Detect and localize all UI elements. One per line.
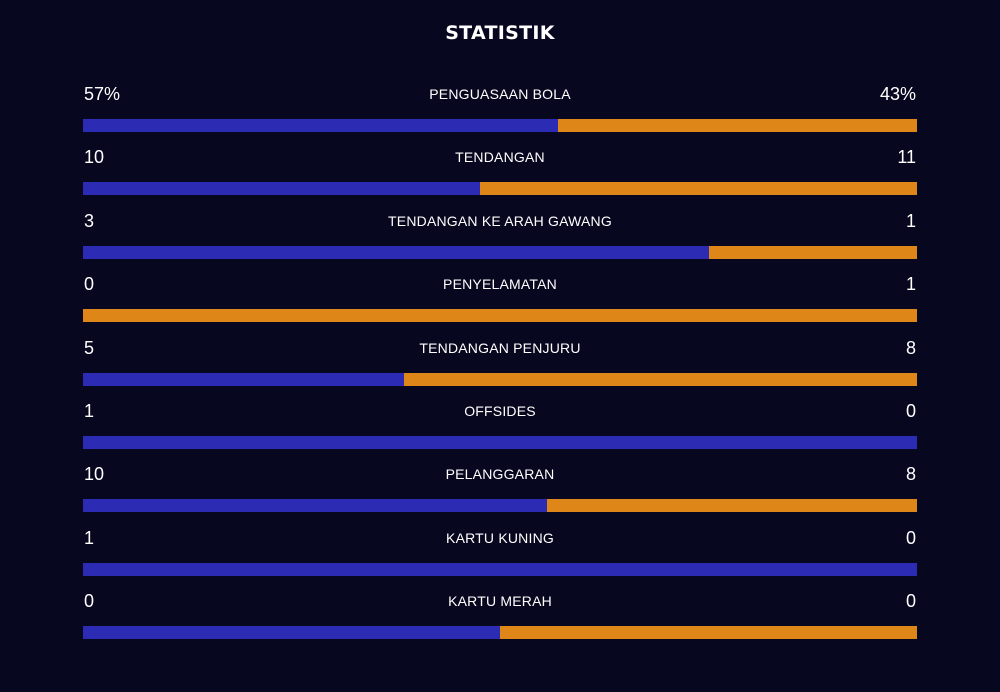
home-value: 0 <box>84 591 95 612</box>
away-bar-segment <box>708 245 917 259</box>
panel-title: STATISTIK <box>445 22 555 44</box>
stat-label: OFFSIDES <box>464 402 536 419</box>
away-value: 0 <box>905 400 916 421</box>
stat-label: TENDANGAN PENJURU <box>419 339 581 356</box>
stat-row-yellow-cards: 1 KARTU KUNING 0 <box>83 524 917 587</box>
stat-label: TENDANGAN KE ARAH GAWANG <box>388 212 612 229</box>
comparison-bar <box>83 309 917 323</box>
home-bar-segment <box>83 435 917 449</box>
home-bar-segment <box>83 562 917 576</box>
home-value: 1 <box>84 527 95 548</box>
stat-row-red-cards: 0 KARTU MERAH 0 <box>83 587 917 650</box>
home-value: 10 <box>84 464 105 485</box>
away-bar-segment <box>83 309 917 323</box>
home-value: 3 <box>84 210 95 231</box>
home-value: 1 <box>84 400 95 421</box>
comparison-bar <box>83 119 917 132</box>
away-value: 11 <box>897 147 916 168</box>
away-bar-segment <box>500 626 917 640</box>
comparison-bar <box>83 626 917 640</box>
away-value: 0 <box>905 591 916 612</box>
home-bar-segment <box>83 245 709 259</box>
stat-label: TENDANGAN <box>455 149 545 166</box>
away-value: 8 <box>905 337 916 358</box>
home-bar-segment <box>83 119 559 132</box>
stat-row-shots-on-target: 3 TENDANGAN KE ARAH GAWANG 1 <box>83 207 917 270</box>
home-value: 0 <box>84 274 95 295</box>
away-value: 1 <box>905 210 916 231</box>
comparison-bar <box>83 182 917 196</box>
stat-row-corners: 5 TENDANGAN PENJURU 8 <box>83 334 917 397</box>
stat-label: KARTU MERAH <box>448 593 552 610</box>
stat-row-offsides: 1 OFFSIDES 0 <box>83 397 917 460</box>
comparison-bar <box>83 435 917 449</box>
comparison-bar <box>83 499 917 513</box>
stat-row-shots: 10 TENDANGAN 11 <box>83 143 917 206</box>
home-bar-segment <box>83 182 480 196</box>
stat-row-possession: 57% PENGUASAAN BOLA 43% <box>83 80 917 143</box>
comparison-bar <box>83 372 917 386</box>
stat-label: KARTU KUNING <box>446 529 554 546</box>
home-value: 5 <box>84 337 95 358</box>
stat-label: PELANGGARAN <box>445 466 555 483</box>
away-value: 0 <box>905 527 916 548</box>
home-bar-segment <box>83 372 405 386</box>
away-value: 43% <box>879 84 916 104</box>
home-bar-segment <box>83 499 547 513</box>
away-value: 8 <box>905 464 916 485</box>
home-value: 10 <box>84 147 105 168</box>
away-bar-segment <box>404 372 917 386</box>
stat-label: PENGUASAAN BOLA <box>429 86 571 102</box>
stat-list: 57% PENGUASAAN BOLA 43% 10 TENDANGAN 11 <box>83 80 917 651</box>
stat-row-saves: 0 PENYELAMATAN 1 <box>83 270 917 333</box>
comparison-bar <box>83 245 917 259</box>
comparison-bar <box>83 562 917 576</box>
home-bar-segment <box>83 626 500 640</box>
stat-row-fouls: 10 PELANGGARAN 8 <box>83 460 917 523</box>
away-bar-segment <box>546 499 917 513</box>
away-value: 1 <box>905 274 916 295</box>
away-bar-segment <box>479 182 917 196</box>
stat-label: PENYELAMATAN <box>443 276 557 293</box>
home-value: 57% <box>84 84 121 104</box>
away-bar-segment <box>558 119 917 132</box>
